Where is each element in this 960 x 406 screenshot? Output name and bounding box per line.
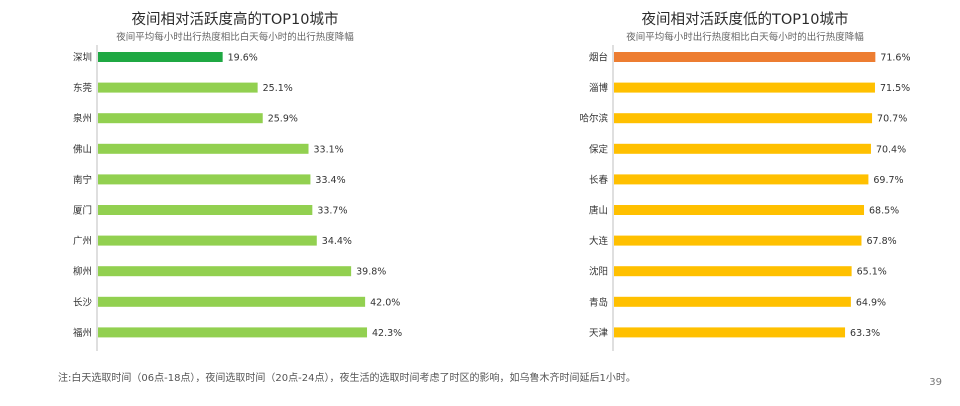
left-bar <box>98 113 263 124</box>
right-value-label: 67.8% <box>866 236 896 247</box>
right-bar <box>614 52 876 62</box>
right-category-label: 大连 <box>589 235 609 247</box>
left-category-label: 佛山 <box>73 143 92 155</box>
right-category-label: 保定 <box>589 143 609 155</box>
left-value-label: 39.8% <box>356 267 386 278</box>
left-category-label: 东莞 <box>73 82 93 94</box>
left-category-label: 厦门 <box>73 205 92 217</box>
right-value-label: 70.4% <box>876 144 906 155</box>
left-chart-subtitle: 夜间平均每小时出行热度相比白天每小时的出行热度降幅 <box>116 32 354 43</box>
right-value-label: 68.5% <box>869 206 899 217</box>
left-category-label: 南宁 <box>73 174 92 186</box>
right-chart-title: 夜间相对活跃度低的TOP10城市 <box>641 12 849 28</box>
left-bar <box>98 174 311 185</box>
left-value-label: 42.3% <box>372 328 402 339</box>
left-category-label: 泉州 <box>73 113 92 125</box>
right-category-label: 青岛 <box>589 296 608 308</box>
right-bar <box>614 296 851 307</box>
right-bar <box>614 113 873 124</box>
right-category-label: 淄博 <box>589 82 609 94</box>
left-value-label: 19.6% <box>228 53 258 64</box>
right-bar <box>614 327 846 338</box>
right-bar <box>614 82 875 93</box>
page-number: 39 <box>929 377 942 388</box>
footnote: 注:白天选取时间（06点-18点），夜间选取时间（20点-24点），夜生活的选取… <box>58 373 636 384</box>
right-bar <box>614 266 852 277</box>
right-category-label: 哈尔滨 <box>579 113 608 125</box>
right-bar <box>614 205 865 215</box>
left-bar <box>98 52 223 62</box>
right-value-label: 64.9% <box>856 297 886 308</box>
left-value-label: 34.4% <box>322 236 352 247</box>
left-value-label: 33.4% <box>315 175 345 186</box>
left-value-label: 25.9% <box>268 114 298 125</box>
left-chart-title: 夜间相对活跃度高的TOP10城市 <box>131 12 339 28</box>
left-bar <box>98 296 366 307</box>
left-category-label: 柳州 <box>73 266 92 278</box>
right-bar <box>614 235 862 246</box>
left-bar <box>98 143 309 154</box>
left-value-label: 25.1% <box>263 83 293 94</box>
right-category-label: 烟台 <box>589 52 608 64</box>
left-bar <box>98 205 313 215</box>
right-value-label: 71.6% <box>880 53 910 64</box>
left-category-label: 长沙 <box>73 296 93 308</box>
right-value-label: 71.5% <box>880 83 910 94</box>
right-bar <box>614 174 869 185</box>
right-category-label: 天津 <box>589 328 609 339</box>
right-category-label: 长春 <box>589 174 609 186</box>
left-value-label: 33.7% <box>317 206 347 217</box>
left-value-label: 33.1% <box>314 144 344 155</box>
left-category-label: 福州 <box>73 327 92 339</box>
right-category-label: 沈阳 <box>589 266 608 278</box>
right-category-label: 唐山 <box>589 205 608 217</box>
left-bar <box>98 266 352 277</box>
right-bar <box>614 143 871 154</box>
left-value-label: 42.0% <box>370 297 400 308</box>
left-bar <box>98 82 258 93</box>
left-category-label: 广州 <box>73 235 92 247</box>
left-bar <box>98 327 368 338</box>
left-bar <box>98 235 317 246</box>
right-value-label: 63.3% <box>850 328 880 339</box>
right-value-label: 69.7% <box>873 175 903 186</box>
right-chart-subtitle: 夜间平均每小时出行热度相比白天每小时的出行热度降幅 <box>626 32 864 43</box>
right-value-label: 70.7% <box>877 114 907 125</box>
right-value-label: 65.1% <box>857 267 887 278</box>
left-category-label: 深圳 <box>73 53 92 64</box>
